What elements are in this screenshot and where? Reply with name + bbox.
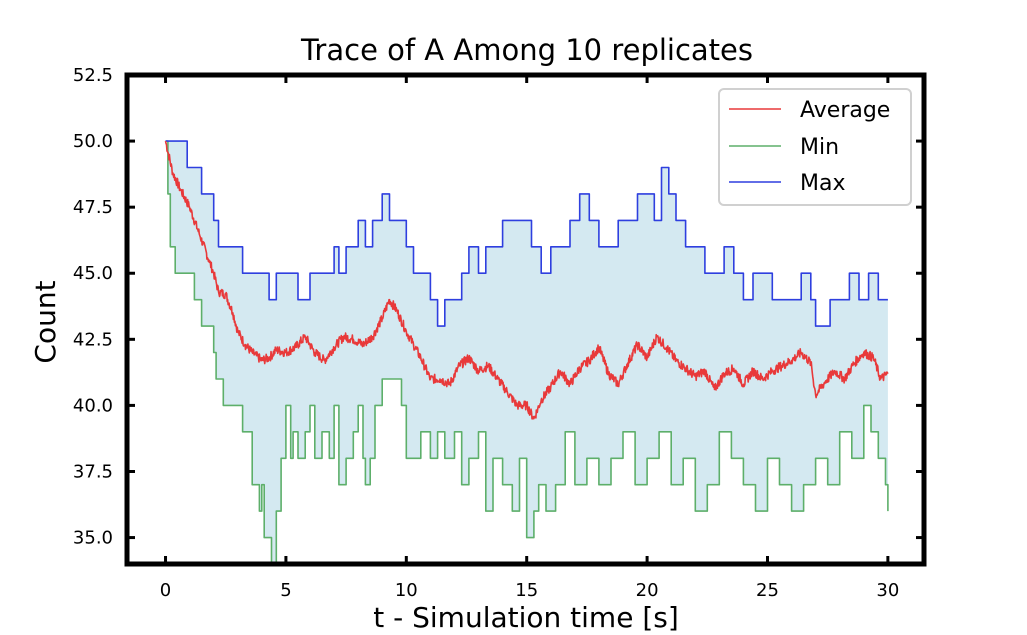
series-line-max — [165, 140, 888, 327]
x-axis-ticks: 0 5 10 15 20 25 30 — [160, 75, 899, 601]
legend-label-average: Average — [800, 98, 890, 123]
x-tick-label: 25 — [756, 580, 779, 601]
series-layer — [164, 140, 889, 564]
y-tick-label: 50.0 — [73, 131, 113, 152]
y-tick-label: 45.0 — [73, 263, 113, 284]
plot-frame — [124, 72, 927, 567]
y-axis-label: Count — [29, 280, 62, 363]
chart-title: Trace of A Among 10 replicates — [300, 33, 753, 67]
legend-label-min: Min — [800, 135, 839, 160]
x-tick-label: 15 — [515, 580, 538, 601]
x-tick-label: 5 — [280, 580, 291, 601]
y-tick-label: 47.5 — [73, 197, 113, 218]
plot-area — [164, 140, 889, 564]
y-tick-label: 40.0 — [73, 395, 113, 416]
y-tick-label: 52.5 — [73, 65, 113, 86]
y-tick-label: 37.5 — [73, 461, 113, 482]
series-line-min — [165, 140, 889, 564]
x-tick-label: 30 — [876, 580, 899, 601]
legend-label-max: Max — [800, 171, 845, 196]
legend: Average Min Max — [718, 88, 912, 206]
y-tick-label: 35.0 — [73, 528, 113, 549]
series-line-average — [164, 140, 889, 420]
legend-box — [718, 88, 912, 206]
x-tick-label: 20 — [636, 580, 659, 601]
x-tick-label: 10 — [395, 580, 418, 601]
x-axis-label: t - Simulation time [s] — [373, 601, 679, 634]
y-tick-label: 42.5 — [73, 329, 113, 350]
x-tick-label: 0 — [160, 580, 171, 601]
